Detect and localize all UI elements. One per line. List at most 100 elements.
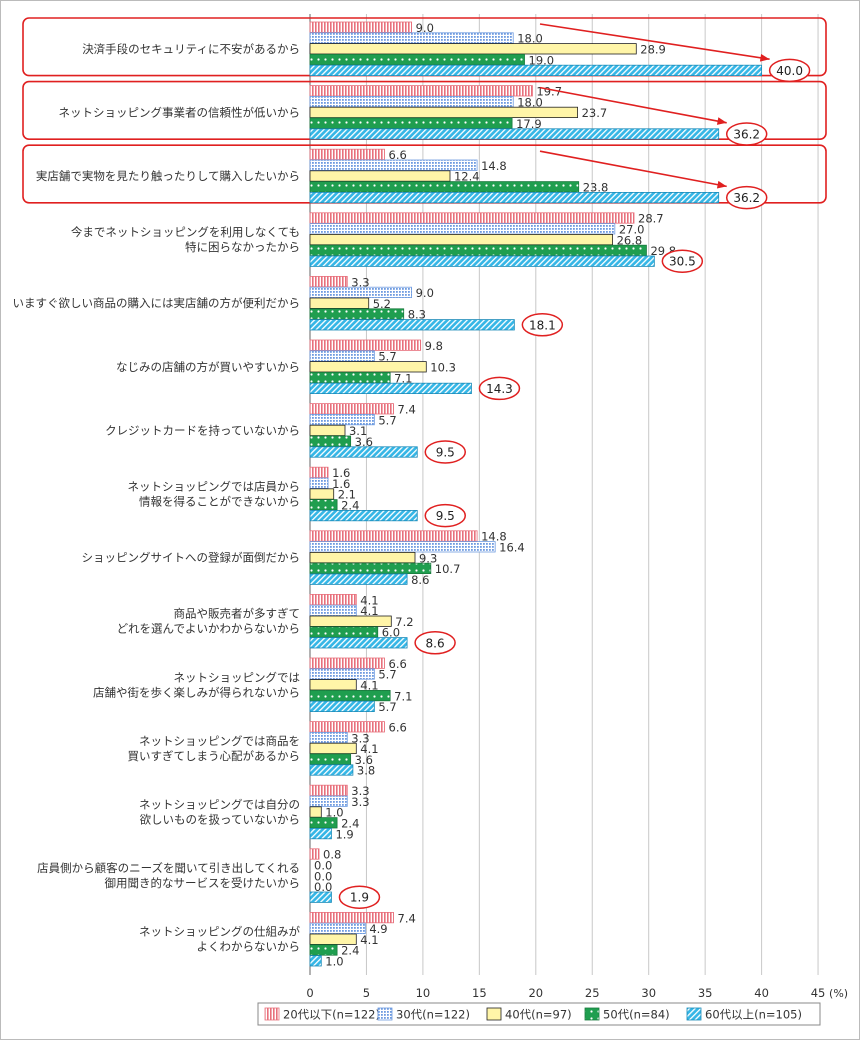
arrow-head [716, 180, 727, 189]
category-label: ネットショッピングの仕組みがよくわからないから [139, 925, 300, 954]
bar-value-label: 6.6 [389, 148, 407, 162]
bar [309, 944, 338, 956]
category-label-line: いますぐ欲しい商品の購入には実店舗の方が便利だから [13, 296, 301, 310]
category-label-line: 今までネットショッピングを利用しなくても [71, 225, 300, 239]
bar-value-label: 27.0 [619, 223, 645, 237]
category-label: 決済手段のセキュリティに不安があるから [82, 42, 300, 56]
bar-value-label: 12.4 [454, 170, 480, 184]
category-label-line: 決済手段のセキュリティに不安があるから [82, 42, 300, 56]
category-group: いますぐ欲しい商品の購入には実店舗の方が便利だから 3.3 9.0 5.2 8.3 18.… [13, 275, 564, 337]
bar-value-label: 7.4 [398, 403, 416, 417]
x-tick-label: 10 [416, 986, 431, 1000]
category-label: なじみの店舗の方が買いやすいから [116, 360, 300, 374]
bar [309, 43, 637, 55]
category-label: 今までネットショッピングを利用しなくても特に困らなかったから [71, 225, 300, 254]
bar-value-label: 7.1 [394, 371, 412, 385]
bar [309, 297, 370, 309]
bar-value-label: 16.4 [499, 541, 525, 555]
bar-value-label: 3.3 [351, 275, 369, 289]
bar [309, 191, 720, 204]
bar-value-label: 40.0 [776, 64, 803, 78]
bar [309, 795, 348, 807]
bar [309, 817, 338, 829]
bar [309, 128, 720, 140]
category-label-line: どれを選んでよいかわからないから [117, 622, 300, 636]
bar-value-label: 2.4 [341, 944, 359, 958]
legend-item: 20代以下(n=122) [264, 1008, 380, 1022]
legend-swatch [584, 1007, 600, 1021]
legend: 20代以下(n=122) 30代(n=122) 40代(n=97) 50代(n=84)… [257, 1002, 821, 1026]
value-circle [725, 122, 768, 146]
category-label: ネットショッピングでは自分の欲しいものを扱っていないから [139, 798, 300, 827]
bar [309, 721, 385, 733]
bar [309, 446, 418, 458]
category-label-line: 特に困らなかったから [185, 240, 300, 254]
bar-value-label: 3.3 [351, 784, 369, 798]
bar-value-label: 3.6 [355, 435, 373, 449]
bar-value-label: 5.7 [378, 668, 396, 682]
bar-value-label: 2.1 [338, 488, 356, 502]
bar-value-label: 7.4 [398, 911, 416, 925]
bar [309, 742, 357, 755]
bar [309, 509, 418, 522]
bar-value-label: 4.1 [360, 593, 378, 607]
category-label-line: ネットショッピングでは店員から [128, 480, 301, 494]
bar-value-label: 28.9 [640, 43, 666, 57]
x-unit-label: (%) [829, 987, 848, 1000]
category-label-line: ネットショッピングでは [174, 670, 301, 684]
bar-value-label: 5.7 [378, 350, 396, 364]
category-label-line: 店舗や街を歩く楽しみが得られないから [93, 685, 300, 699]
category-group: ネットショッピングでは店員から情報を得ることができないから1.61.62.12.… [128, 466, 467, 528]
value-circle [661, 249, 704, 273]
bar-value-label: 3.3 [351, 795, 369, 809]
bar [309, 308, 405, 320]
bar-value-label: 10.3 [430, 361, 456, 375]
value-circle [424, 503, 467, 528]
category-label: 実店舗で実物を見たり触ったりして購入したいから [36, 169, 300, 183]
bar [309, 403, 394, 415]
category-group: ネットショッピング事業者の信頼性が低いから19.718.023.717.936.… [59, 85, 768, 146]
bar [309, 170, 451, 182]
bar [309, 435, 352, 447]
category-label: ネットショッピング事業者の信頼性が低いから [59, 105, 301, 119]
bar-value-label: 18.0 [517, 32, 543, 46]
bar-value-label: 8.6 [411, 573, 429, 587]
category-group: 今までネットショッピングを利用しなくても特に困らなかったから 28.727.026… [71, 212, 704, 273]
arrow-line [539, 86, 727, 124]
bar-value-label: 18.1 [529, 318, 556, 332]
bar [309, 212, 635, 224]
bar [309, 85, 533, 97]
x-tick-label: 15 [472, 986, 487, 1000]
bar [309, 848, 320, 860]
bar-value-label: 2.4 [341, 499, 359, 513]
bar-value-label: 14.8 [481, 159, 507, 173]
bar [309, 615, 392, 627]
bar-value-label: 0.0 [314, 869, 332, 883]
bar-value-label: 0.0 [314, 880, 332, 894]
bar-value-label: 9.0 [416, 286, 434, 300]
arrow-line [539, 150, 727, 188]
legend-swatch [486, 1007, 502, 1021]
bar [309, 573, 408, 585]
legend-item: 40代(n=97) [486, 1007, 572, 1022]
category-label: クレジットカードを持っていないから [105, 423, 300, 437]
bar [309, 371, 391, 384]
bar-value-label: 3.8 [357, 764, 375, 778]
legend-label: 50代(n=84) [603, 1008, 670, 1022]
bar-value-label: 6.6 [389, 721, 407, 735]
bar-value-label: 1.9 [335, 827, 353, 841]
bar-value-label: 36.2 [733, 128, 760, 142]
bar-value-label: 14.8 [481, 530, 507, 544]
bar [309, 657, 385, 669]
category-label-line: よくわからないから [197, 940, 301, 954]
x-tick-label: 25 [585, 986, 600, 1000]
x-tick-label: 40 [754, 986, 769, 1000]
bar [309, 955, 322, 967]
category-label-line: 買いすぎてしまう心配があるから [128, 749, 301, 763]
category-label-line: 商品や販売者が多すぎて [174, 607, 301, 621]
bar [309, 806, 322, 818]
x-tick-label: 5 [363, 986, 370, 1000]
bar-value-label: 9.0 [416, 21, 434, 35]
